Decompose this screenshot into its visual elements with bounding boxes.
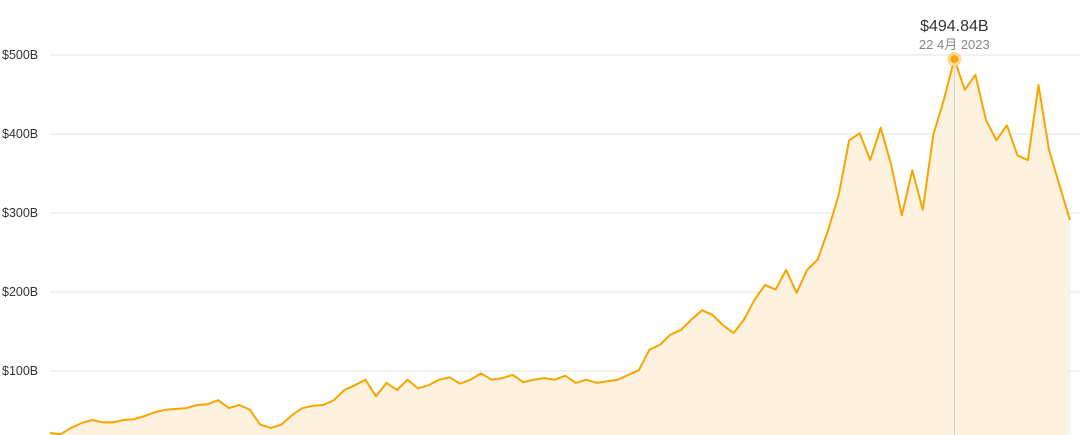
y-axis-labels: $100B $200B $300B $400B $500B [2, 48, 38, 378]
y-tick-label: $200B [2, 285, 38, 299]
y-tick-label: $100B [2, 364, 38, 378]
y-tick-label: $500B [2, 48, 38, 62]
series-area-fill [50, 59, 1070, 435]
y-tick-label: $300B [2, 206, 38, 220]
highlight-point[interactable] [950, 55, 959, 64]
y-tick-label: $400B [2, 127, 38, 141]
tooltip-date: 22 4月 2023 [919, 37, 990, 52]
tooltip-value: $494.84B [920, 18, 989, 35]
series-line [49, 58, 1071, 435]
